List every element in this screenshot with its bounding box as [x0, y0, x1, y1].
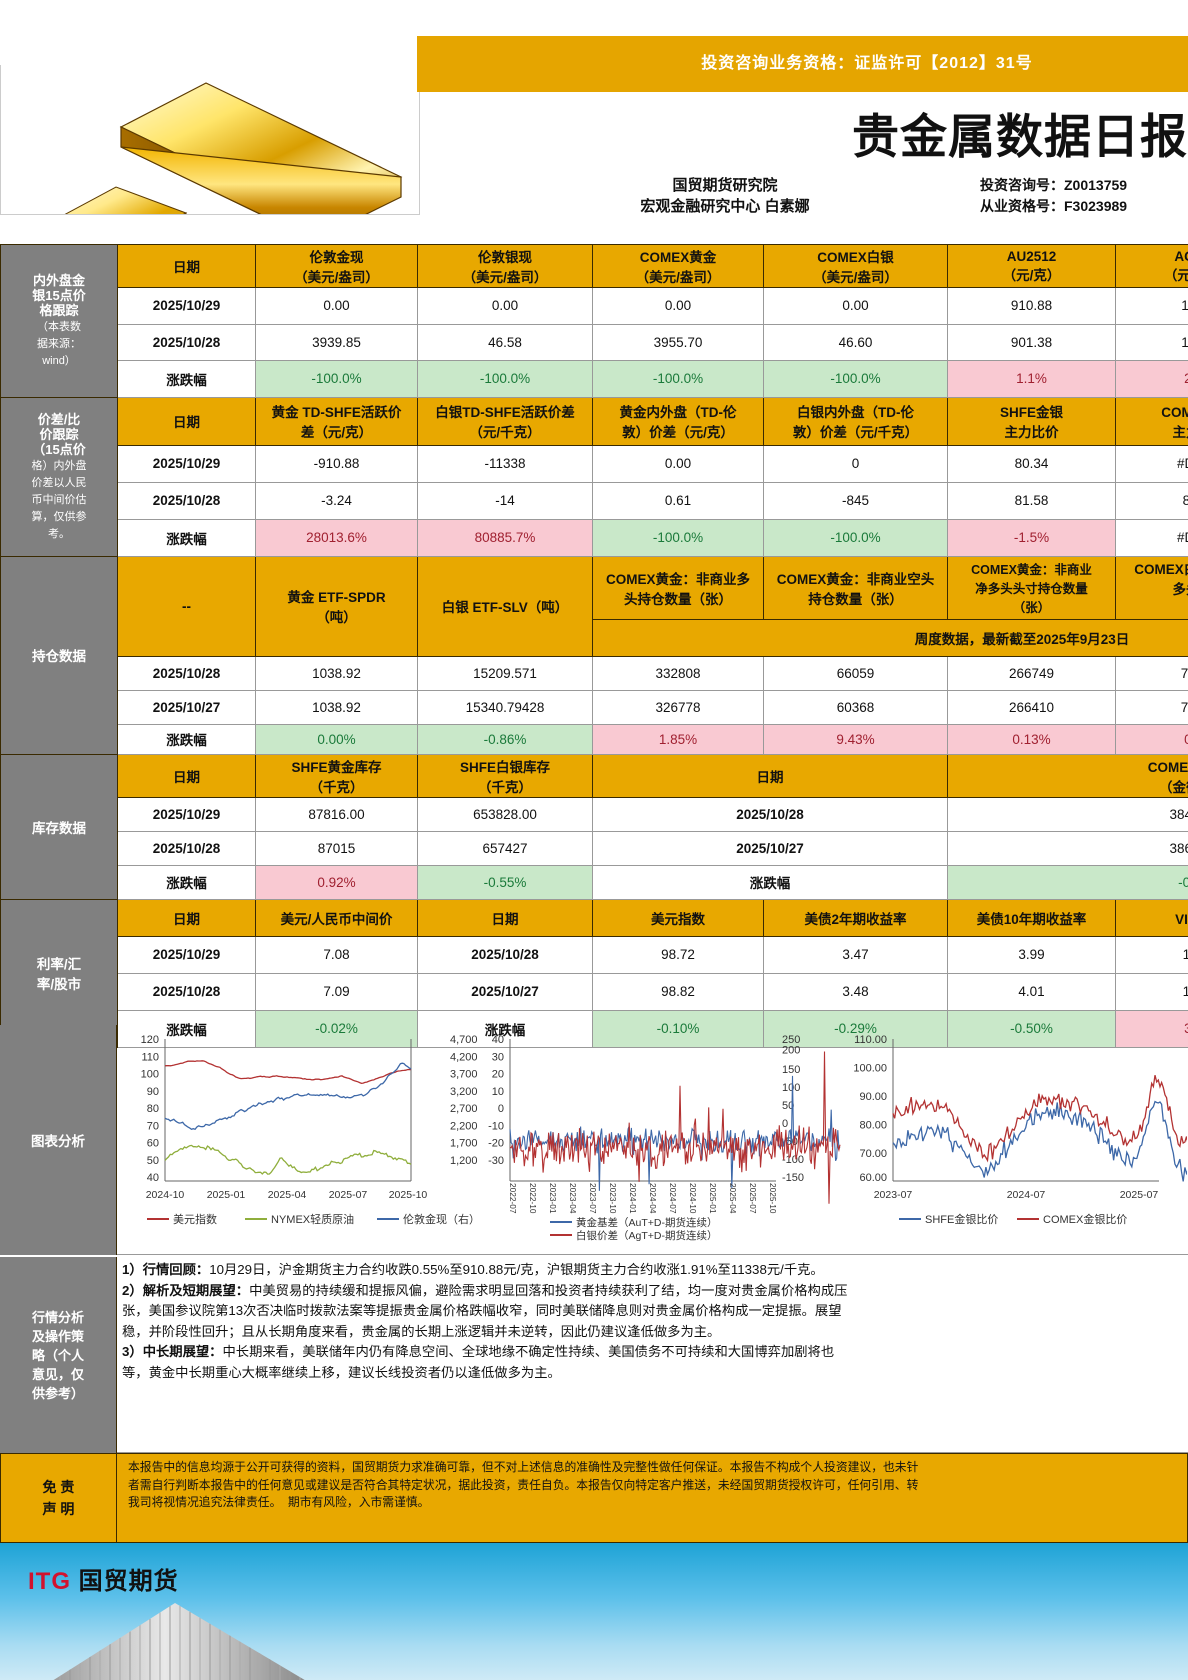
svg-text:2023-07: 2023-07	[874, 1189, 913, 1201]
svg-text:4,700: 4,700	[450, 1034, 478, 1046]
svg-text:40: 40	[492, 1034, 504, 1046]
svg-text:2023-10: 2023-10	[608, 1183, 618, 1214]
svg-text:150: 150	[782, 1064, 800, 1076]
svg-text:60: 60	[147, 1138, 159, 1150]
svg-text:2024-01: 2024-01	[628, 1183, 638, 1214]
svg-text:3,700: 3,700	[450, 1069, 478, 1081]
svg-text:2025-04: 2025-04	[268, 1189, 307, 1201]
svg-text:1,700: 1,700	[450, 1138, 478, 1150]
svg-text:2025-07: 2025-07	[748, 1183, 758, 1214]
svg-text:NYMEX轻质原油: NYMEX轻质原油	[271, 1212, 354, 1226]
svg-text:-10: -10	[488, 1120, 504, 1132]
svg-text:70: 70	[147, 1120, 159, 1132]
svg-text:2023-07: 2023-07	[588, 1183, 598, 1214]
svg-text:2024-07: 2024-07	[668, 1183, 678, 1214]
svg-text:2,200: 2,200	[450, 1120, 478, 1132]
svg-text:3,200: 3,200	[450, 1086, 478, 1098]
svg-text:2025-01: 2025-01	[708, 1183, 718, 1214]
svg-text:-150: -150	[782, 1172, 804, 1184]
svg-text:COMEX金银比价: COMEX金银比价	[1043, 1212, 1127, 1226]
svg-text:2025-07: 2025-07	[329, 1189, 368, 1201]
svg-text:2022-07: 2022-07	[508, 1183, 518, 1214]
svg-text:120: 120	[141, 1034, 159, 1046]
svg-text:100.00: 100.00	[853, 1063, 887, 1075]
svg-text:100: 100	[782, 1082, 800, 1094]
svg-text:200: 200	[782, 1045, 800, 1057]
svg-text:-20: -20	[488, 1138, 504, 1150]
svg-text:2022-10: 2022-10	[528, 1183, 538, 1214]
svg-text:-30: -30	[488, 1155, 504, 1167]
svg-text:1,200: 1,200	[450, 1155, 478, 1167]
svg-text:0: 0	[498, 1103, 504, 1115]
svg-text:2023-01: 2023-01	[548, 1183, 558, 1214]
svg-text:4,200: 4,200	[450, 1051, 478, 1063]
svg-text:白银价差（AgT+D-期货连续）: 白银价差（AgT+D-期货连续）	[576, 1229, 717, 1242]
svg-text:40: 40	[147, 1172, 159, 1184]
svg-text:2024-10: 2024-10	[146, 1189, 185, 1201]
svg-text:100: 100	[141, 1069, 159, 1081]
svg-text:2025-10: 2025-10	[768, 1183, 778, 1214]
svg-text:0: 0	[782, 1118, 788, 1130]
svg-text:50: 50	[147, 1155, 159, 1167]
svg-text:-100: -100	[782, 1154, 804, 1166]
svg-text:2023-04: 2023-04	[568, 1183, 578, 1214]
svg-text:伦敦金现（右）: 伦敦金现（右）	[403, 1212, 480, 1226]
svg-text:20: 20	[492, 1069, 504, 1081]
svg-text:90.00: 90.00	[859, 1091, 887, 1103]
svg-text:2025-04: 2025-04	[728, 1183, 738, 1214]
svg-text:10: 10	[492, 1086, 504, 1098]
svg-text:2025-01: 2025-01	[207, 1189, 246, 1201]
svg-text:SHFE金银比价: SHFE金银比价	[925, 1212, 998, 1226]
svg-text:110.00: 110.00	[854, 1034, 887, 1046]
svg-text:110: 110	[141, 1051, 159, 1063]
svg-text:2025-10: 2025-10	[389, 1189, 428, 1201]
svg-text:2024-04: 2024-04	[648, 1183, 658, 1214]
svg-text:90: 90	[147, 1086, 159, 1098]
svg-text:80: 80	[147, 1103, 159, 1115]
svg-text:30: 30	[492, 1051, 504, 1063]
svg-text:2024-07: 2024-07	[1007, 1189, 1046, 1201]
svg-text:60.00: 60.00	[859, 1172, 887, 1184]
svg-text:2,700: 2,700	[450, 1103, 478, 1115]
svg-text:80.00: 80.00	[859, 1120, 887, 1132]
svg-text:70.00: 70.00	[859, 1148, 887, 1160]
svg-text:美元指数: 美元指数	[173, 1212, 217, 1226]
svg-text:黄金基差（AuT+D-期货连续）: 黄金基差（AuT+D-期货连续）	[576, 1216, 717, 1229]
svg-text:2025-07: 2025-07	[1120, 1189, 1159, 1201]
svg-text:2024-10: 2024-10	[688, 1183, 698, 1214]
